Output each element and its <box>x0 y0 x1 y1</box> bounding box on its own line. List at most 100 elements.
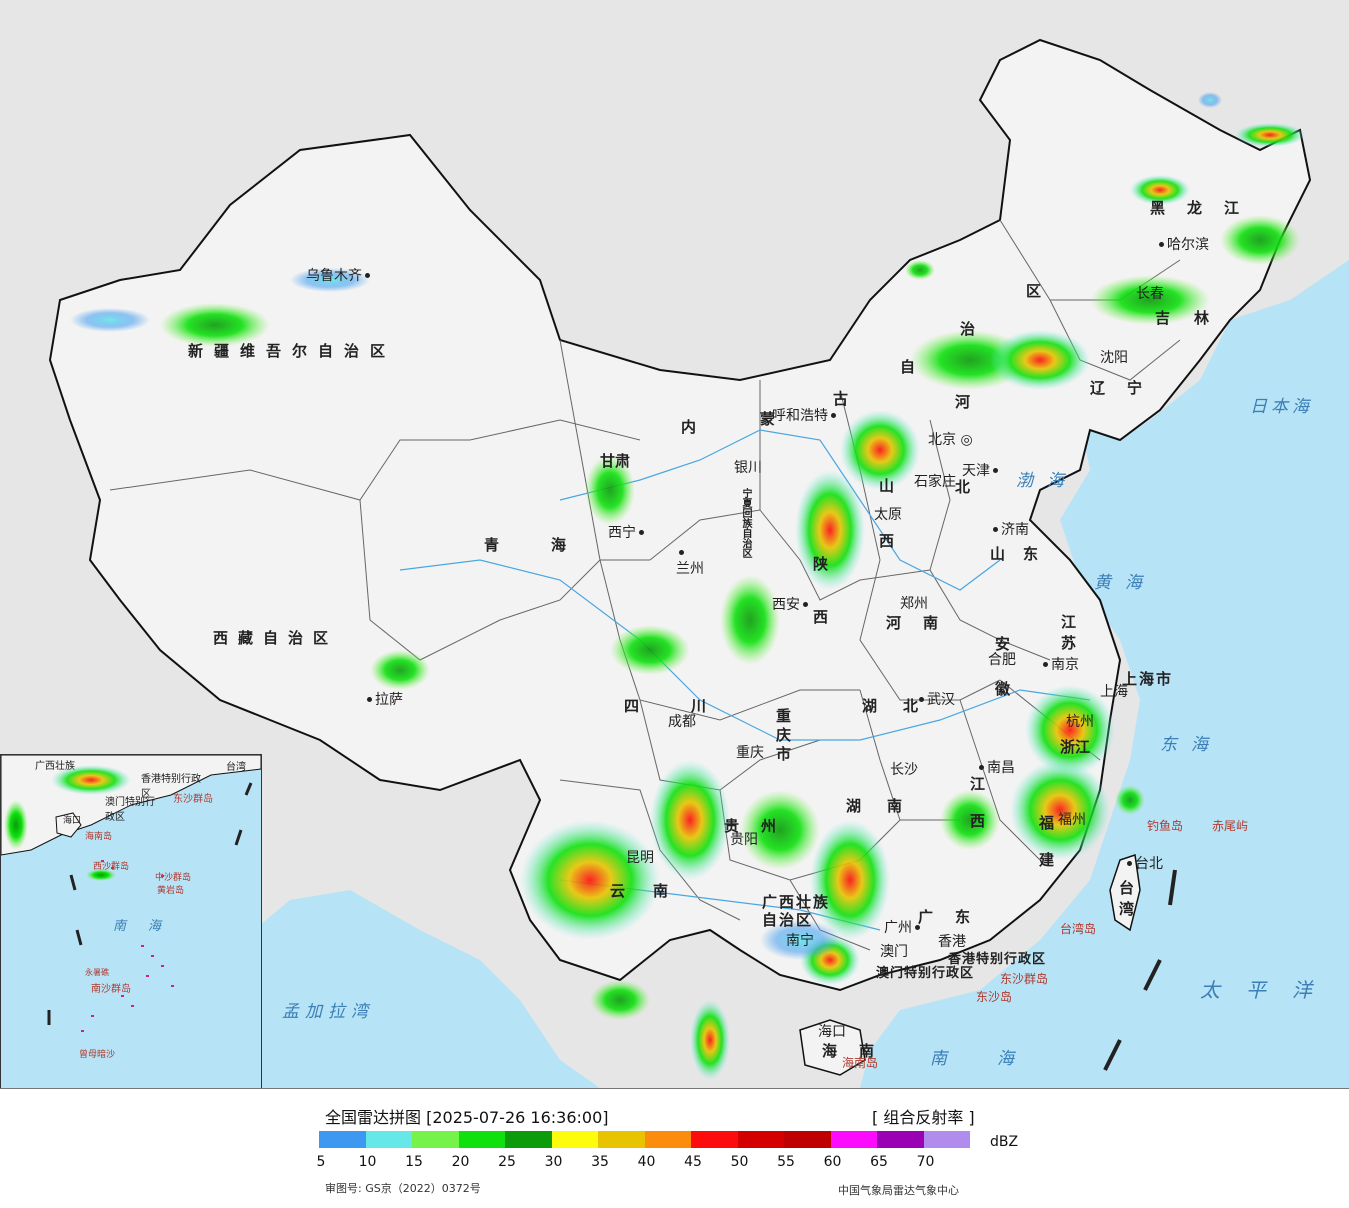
city-lhasa: 拉萨 <box>364 692 403 708</box>
radar-map[interactable]: 新疆维吾尔自治区 西藏自治区 青海 甘肃 内 蒙 古 自 治 区 黑龙江 吉林 … <box>0 0 1349 1089</box>
scale-tick-label: 65 <box>870 1154 888 1170</box>
sea-east: 东海 <box>1160 735 1222 755</box>
label-guangxi: 广西壮族自治区 <box>762 893 831 929</box>
city-hongkong: 香港 <box>938 934 966 950</box>
inset-hainan: 海南岛 <box>85 832 113 842</box>
scale-tick-label: 70 <box>916 1154 935 1170</box>
color-swatch <box>551 1131 598 1148</box>
city-haikou: 海口 <box>818 1024 846 1040</box>
label-anhui: 安徽 <box>993 636 1011 726</box>
label-hongkong: 香港特别行政区 <box>948 952 1047 967</box>
sea-south: 南海 <box>930 1049 1064 1069</box>
city-nanjing: 南京 <box>1040 657 1079 673</box>
city-changchun: 长春 <box>1136 286 1164 302</box>
color-swatch <box>365 1131 412 1148</box>
city-jinan: 济南 <box>990 522 1029 538</box>
color-swatch <box>737 1131 784 1148</box>
city-kunming: 昆明 <box>626 850 654 866</box>
city-changsha: 长沙 <box>890 762 918 778</box>
hainan-island <box>799 1019 866 1076</box>
sea-bohai: 渤海 <box>1016 471 1078 491</box>
radar-echoes <box>70 92 1305 1080</box>
city-tianjin: 天津 <box>962 463 1001 479</box>
scale-tick-label: 45 <box>684 1154 702 1170</box>
inset-taiwan: 台湾 <box>226 762 246 773</box>
label-sichuan: 四川 <box>624 697 759 715</box>
label-heilongjiang: 黑龙江 <box>1150 199 1262 217</box>
sea-yellow: 黄海 <box>1094 573 1156 593</box>
city-harbin: 哈尔滨 <box>1156 237 1209 253</box>
label-neimeng-1: 内 <box>681 418 697 436</box>
city-wuhan: 武汉 <box>916 692 955 708</box>
inset-hainan <box>55 812 82 838</box>
city-nanning: 南宁 <box>786 933 814 949</box>
label-hunan: 湖南 <box>846 797 929 815</box>
label-tibet: 西藏自治区 <box>213 629 339 647</box>
label-liaoning: 辽宁 <box>1090 379 1165 397</box>
color-swatch <box>784 1131 831 1148</box>
city-hefei: 合肥 <box>988 652 1016 668</box>
city-urumqi: 乌鲁木齐 <box>306 268 373 284</box>
inset-nansha: 南沙群岛 <box>91 984 131 995</box>
taiwan-island <box>1109 854 1141 932</box>
city-chengdu: 成都 <box>668 714 696 730</box>
sea-japan: 日本海 <box>1250 397 1313 417</box>
city-beijing: 北京 ◎ <box>928 432 973 448</box>
island-hainan: 海南岛 <box>842 1056 879 1070</box>
scale-tick-label: 50 <box>730 1154 749 1170</box>
label-shandong: 山东 <box>990 545 1057 563</box>
inset-dashes <box>47 782 253 1025</box>
label-macau: 澳门特别行政区 <box>876 966 975 981</box>
sea-area <box>860 260 1349 1088</box>
inset-nanhai: 南海 <box>113 919 184 934</box>
label-taiwan: 台湾 <box>1117 880 1135 922</box>
city-taipei: 台北 <box>1124 856 1163 872</box>
city-chongqing: 重庆 <box>736 745 764 761</box>
agency-credit: 中国气象局雷达气象中心 <box>838 1184 959 1197</box>
sea-bengal: 孟加拉湾 <box>282 1002 374 1022</box>
color-swatch <box>877 1131 924 1148</box>
label-neimeng-6: 区 <box>1026 282 1042 300</box>
city-hangzhou: 杭州 <box>1066 714 1094 730</box>
legend-unit: dBZ <box>990 1134 1019 1150</box>
city-shijiazhuang: 石家庄 <box>914 474 956 490</box>
scale-tick-label: 20 <box>451 1154 470 1170</box>
city-macau: 澳门 <box>880 944 908 960</box>
legend-title: 全国雷达拼图 [2025-07-26 16:36:00] <box>325 1108 609 1127</box>
label-shanghai: 上海市 <box>1122 670 1174 688</box>
city-nanchang: 南昌 <box>976 760 1015 776</box>
color-scale-bar <box>319 1131 970 1148</box>
label-qinghai: 青海 <box>484 536 619 554</box>
scale-tick-label: 60 <box>823 1154 842 1170</box>
label-zhejiang: 浙江 <box>1060 738 1091 756</box>
city-shanghai: 上海 <box>1100 684 1128 700</box>
city-taiyuan: 太原 <box>874 507 902 523</box>
label-yunnan: 云南 <box>610 882 697 900</box>
inset-yongshu: 永暑礁 <box>85 968 109 977</box>
city-zhengzhou: 郑州 <box>900 596 928 612</box>
city-guangzhou: 广州 <box>884 920 923 936</box>
inset-guangxi: 广西壮族 <box>35 761 75 772</box>
city-fuzhou: 福州 <box>1058 812 1086 828</box>
label-shaanxi: 陕西 <box>811 556 829 662</box>
inset-canvas <box>1 755 261 1032</box>
inset-reefs <box>81 860 174 1032</box>
scale-tick-label: 55 <box>777 1154 795 1170</box>
legend-product: [ 组合反射率 ] <box>872 1108 975 1127</box>
scale-tick-label: 35 <box>591 1154 609 1170</box>
inset-hk: 香港特别行政区 <box>141 774 201 800</box>
inset-macau: 澳门特别行政区 <box>105 797 155 823</box>
color-swatch <box>830 1131 877 1148</box>
label-neimeng-2: 蒙 <box>760 410 776 428</box>
island-dongsha: 东沙岛 <box>976 990 1013 1004</box>
sea-pacific: 太平洋 <box>1200 978 1338 1002</box>
label-jilin: 吉林 <box>1155 309 1234 327</box>
inset-haikou: 海口 <box>63 816 82 826</box>
color-swatch <box>505 1131 552 1148</box>
label-gansu: 甘肃 <box>600 452 631 470</box>
label-xinjiang: 新疆维吾尔自治区 <box>188 342 397 360</box>
scale-tick-label: 30 <box>544 1154 563 1170</box>
legend-panel <box>0 1089 1349 1208</box>
island-dongsha-islands: 东沙群岛 <box>1000 972 1049 986</box>
island-diaoyu: 钓鱼岛 <box>1147 819 1184 833</box>
